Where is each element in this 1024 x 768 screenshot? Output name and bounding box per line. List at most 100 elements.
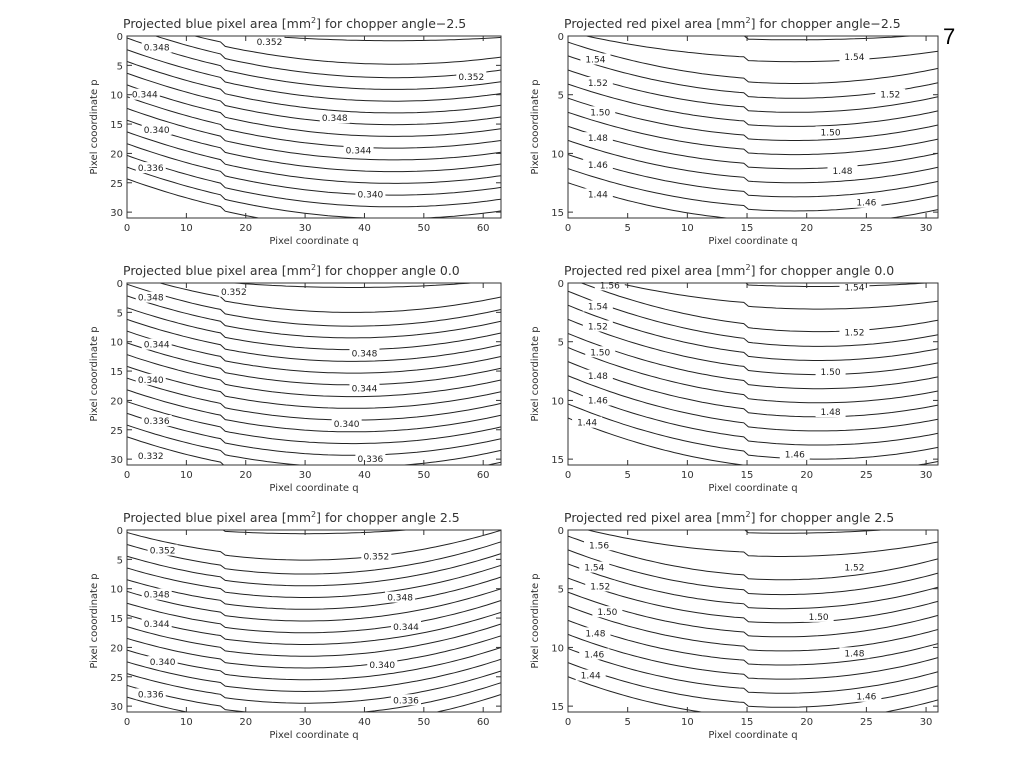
y-tick-label: 15 [551, 208, 564, 219]
contour-line [568, 648, 938, 694]
contour-label: 0.336 [358, 455, 384, 465]
contour-panel-4: Projected red pixel area [mm2] for chopp… [530, 263, 939, 494]
contour-label-bg [141, 588, 172, 600]
contour-line [127, 295, 501, 339]
x-tick-label: 30 [299, 717, 312, 728]
contour-line [154, 36, 501, 79]
contour-line [127, 72, 501, 126]
x-tick-label: 10 [180, 223, 193, 234]
y-tick-label: 0 [558, 279, 564, 290]
contour-label: 1.48 [588, 134, 608, 144]
chart-title: Projected blue pixel area [mm2] for chop… [123, 263, 460, 278]
contour-line [568, 139, 938, 184]
contour-label: 1.44 [577, 419, 597, 429]
contour-label: 0.348 [144, 44, 170, 54]
x-tick-label: 0 [124, 717, 130, 728]
contour-label-bg [585, 346, 616, 358]
contour-label: 1.54 [844, 53, 864, 63]
contour-lines [127, 36, 501, 218]
contour-line [127, 635, 501, 669]
contour-panel-3: Projected blue pixel area [mm2] for chop… [89, 263, 502, 494]
contour-label-bg [779, 448, 810, 460]
contour-label: 1.56 [600, 281, 620, 291]
contour-line [127, 307, 501, 351]
contour-line [568, 605, 938, 652]
chart-title-suffix: ] for chopper angle 2.5 [751, 510, 895, 525]
contour-label: 0.352 [221, 288, 247, 298]
contour-line [127, 96, 501, 149]
contour-label: 1.46 [856, 693, 876, 703]
contour-line [568, 549, 938, 596]
y-tick-label: 5 [558, 585, 564, 596]
contour-line [615, 283, 938, 310]
contour-label: 1.52 [590, 582, 610, 592]
x-tick-label: 25 [860, 717, 873, 728]
contour-label-bg [572, 416, 603, 428]
x-tick-label: 30 [920, 470, 933, 481]
contour-line [127, 553, 501, 587]
x-axis-label: Pixel coordinate q [269, 236, 358, 247]
contour-label: 1.52 [880, 91, 900, 101]
y-tick-label: 20 [110, 396, 123, 407]
contour-line [127, 412, 501, 456]
contour-line [127, 354, 501, 398]
chart-title: Projected blue pixel area [mm2] for chop… [123, 16, 466, 31]
contour-label: 0.344 [346, 146, 372, 156]
contour-line [568, 633, 938, 680]
contour-line [127, 166, 501, 218]
contour-label-bg [582, 132, 613, 144]
contour-label: 1.54 [844, 284, 864, 294]
chart-title-suffix: ] for chopper angle 0.0 [316, 263, 460, 278]
contour-line [127, 178, 262, 218]
contour-line [127, 84, 501, 137]
contour-line [568, 97, 938, 141]
contour-line [568, 347, 938, 404]
contour-label: 1.50 [809, 613, 829, 623]
contour-label: 0.340 [144, 126, 170, 136]
contour-label: 0.352 [257, 38, 283, 48]
y-tick-label: 0 [558, 526, 564, 537]
contour-label: 1.54 [584, 564, 604, 574]
contour-label-bg [367, 659, 398, 671]
contour-label-bg [135, 291, 166, 303]
contour-label-bg [129, 88, 160, 100]
chart-title: Projected red pixel area [mm2] for chopp… [564, 16, 901, 31]
contour-line [127, 283, 501, 327]
contour-label: 1.44 [588, 191, 608, 201]
x-tick-label: 5 [624, 717, 630, 728]
contour-line [568, 619, 938, 666]
x-tick-label: 30 [299, 470, 312, 481]
contour-label-bg [141, 338, 172, 350]
contour-line [127, 119, 501, 173]
x-tick-label: 60 [477, 717, 490, 728]
contour-label-bg [343, 144, 374, 156]
contour-label-bg [385, 591, 416, 603]
x-tick-label: 5 [624, 223, 630, 234]
chart-title-sup: 2 [311, 263, 316, 272]
contour-line [127, 365, 501, 409]
chart-title-suffix: ] for chopper angle−2.5 [316, 16, 466, 31]
contour-label-bg [875, 88, 906, 100]
y-axis-label: Pixel cooordinate p [89, 326, 100, 421]
contour-label-bg [582, 394, 613, 406]
chart-title-suffix: ] for chopper angle 2.5 [316, 510, 460, 525]
x-tick-label: 15 [741, 223, 754, 234]
x-tick-label: 10 [681, 470, 694, 481]
x-tick-label: 10 [681, 223, 694, 234]
contour-label: 0.336 [393, 696, 419, 706]
x-tick-label: 15 [741, 717, 754, 728]
x-tick-label: 25 [860, 470, 873, 481]
contour-line [127, 611, 501, 645]
contour-line [127, 342, 501, 386]
contour-line [127, 37, 501, 90]
contour-label-bg [135, 373, 166, 385]
contour-label-bg [391, 620, 422, 632]
contour-line [127, 330, 501, 374]
contour-label-bg [582, 188, 613, 200]
contour-label: 0.344 [352, 385, 378, 395]
contour-line [568, 290, 938, 347]
contour-label-bg [815, 406, 846, 418]
contour-label-bg [319, 112, 350, 124]
x-tick-label: 40 [358, 470, 371, 481]
